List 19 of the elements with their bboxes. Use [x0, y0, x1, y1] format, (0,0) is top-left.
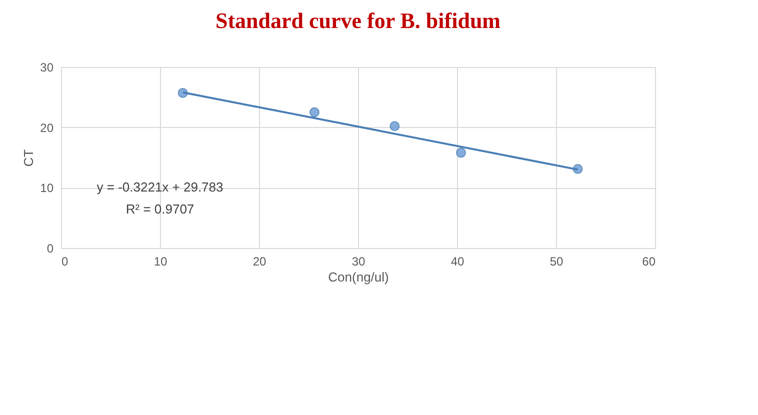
y-tick-label: 30	[40, 60, 54, 74]
x-tick-label: 40	[450, 254, 464, 268]
x-tick-label: 20	[252, 254, 266, 268]
point	[456, 148, 466, 158]
y-tick-label: 0	[46, 242, 54, 256]
x-tick-label: 10	[154, 254, 168, 268]
y-tick-label: 10	[40, 181, 54, 196]
x-axis-title: Con(ng/ul)	[328, 270, 389, 284]
x-tick-label: 50	[550, 254, 564, 268]
x-tick-label: 30	[352, 254, 366, 268]
x-tick-label: 0	[62, 254, 68, 268]
point	[390, 121, 400, 132]
annotation: R² = 0.9707	[126, 202, 194, 217]
y-axis-title: CT	[21, 149, 36, 167]
x-tick-label: 60	[642, 254, 656, 268]
annotation: y = -0.3221x + 29.783	[96, 180, 224, 195]
chart-title: Standard curve for B. bifidum	[215, 8, 501, 33]
y-tick-label: 20	[40, 120, 54, 135]
point	[309, 107, 320, 118]
